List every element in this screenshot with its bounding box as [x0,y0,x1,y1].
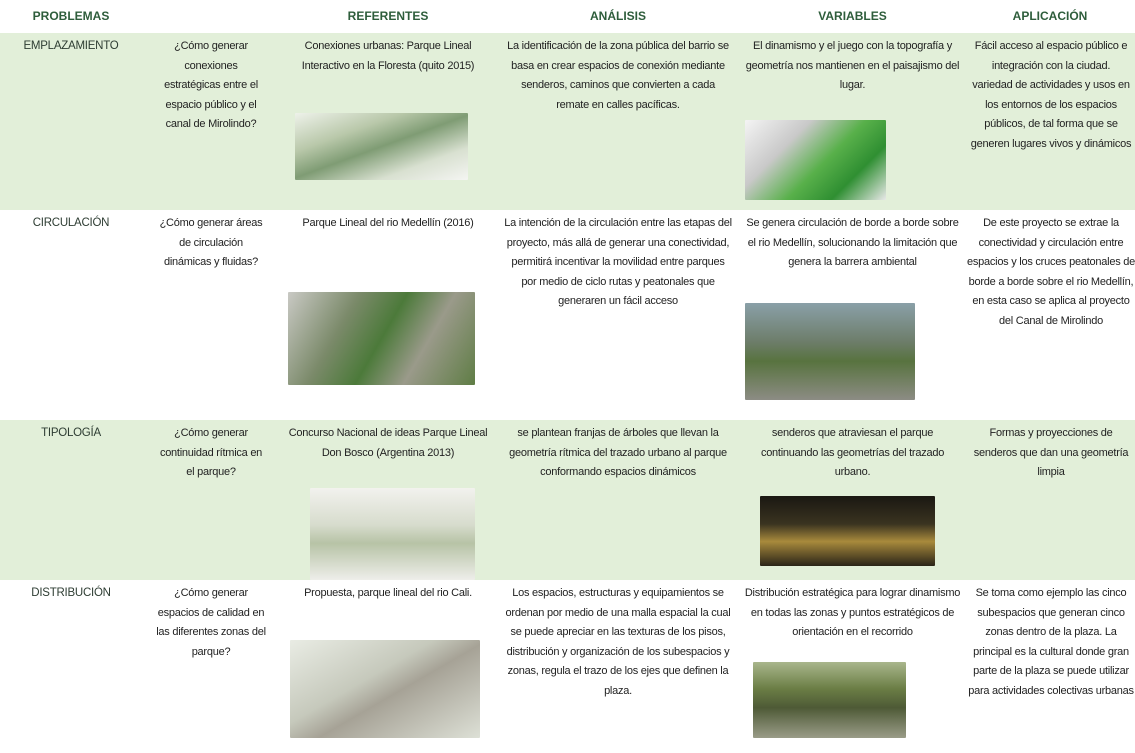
cell-text: De este proyecto se extrae la conectivid… [965,210,1135,331]
column-header: REFERENTES [280,0,496,32]
cell-text: Propuesta, parque lineal del rio Cali. [280,580,496,604]
cell-text: se plantean franjas de árboles que lleva… [496,420,740,483]
cell-text: Conexiones urbanas: Parque Lineal Intera… [280,33,496,76]
reference-image [760,496,935,566]
cell-text: Los espacios, estructuras y equipamiento… [496,580,740,701]
cell-text: ¿Cómo generar conexiones estratégicas en… [142,33,280,135]
cell-text: Concurso Nacional de ideas Parque Lineal… [280,420,496,463]
column-header: VARIABLES [740,0,965,32]
cell-text: Distribución estratégica para lograr din… [740,580,965,643]
cell-text: Formas y proyecciones de senderos que da… [965,420,1135,483]
cell-text: Fácil acceso al espacio público e integr… [965,33,1135,154]
column-header: ANÁLISIS [496,0,740,32]
cell-text: senderos que atraviesan el parque contin… [740,420,965,483]
column-header: PROBLEMAS [0,0,142,32]
cell-text: ¿Cómo generar continuidad rítmica en el … [142,420,280,483]
cell-text: ¿Cómo generar espacios de calidad en las… [142,580,280,662]
reference-image [295,113,468,180]
page: {"header": ["PROBLEMAS", "REFERENTES", "… [0,0,1135,753]
cell-text: ¿Cómo generar áreas de circulación dinám… [142,210,280,273]
cell-text: La identificación de la zona pública del… [496,33,740,115]
column-header: APLICACIÓN [965,0,1135,32]
reference-image [310,488,475,580]
cell-text: Se genera circulación de borde a borde s… [740,210,965,273]
cell-text: Parque Lineal del rio Medellín (2016) [280,210,496,234]
reference-image [745,303,915,400]
cell-text: El dinamismo y el juego con la topografí… [740,33,965,96]
reference-image [288,292,475,385]
reference-image [290,640,480,738]
problem-label: CIRCULACIÓN [0,210,142,234]
problem-label: TIPOLOGÍA [0,420,142,444]
cell-text: La intención de la circulación entre las… [496,210,740,312]
reference-image [753,662,906,738]
problem-label: EMPLAZAMIENTO [0,33,142,57]
reference-image [745,120,886,200]
cell-text: Se toma como ejemplo las cinco subespaci… [965,580,1135,701]
problem-label: DISTRIBUCIÓN [0,580,142,604]
